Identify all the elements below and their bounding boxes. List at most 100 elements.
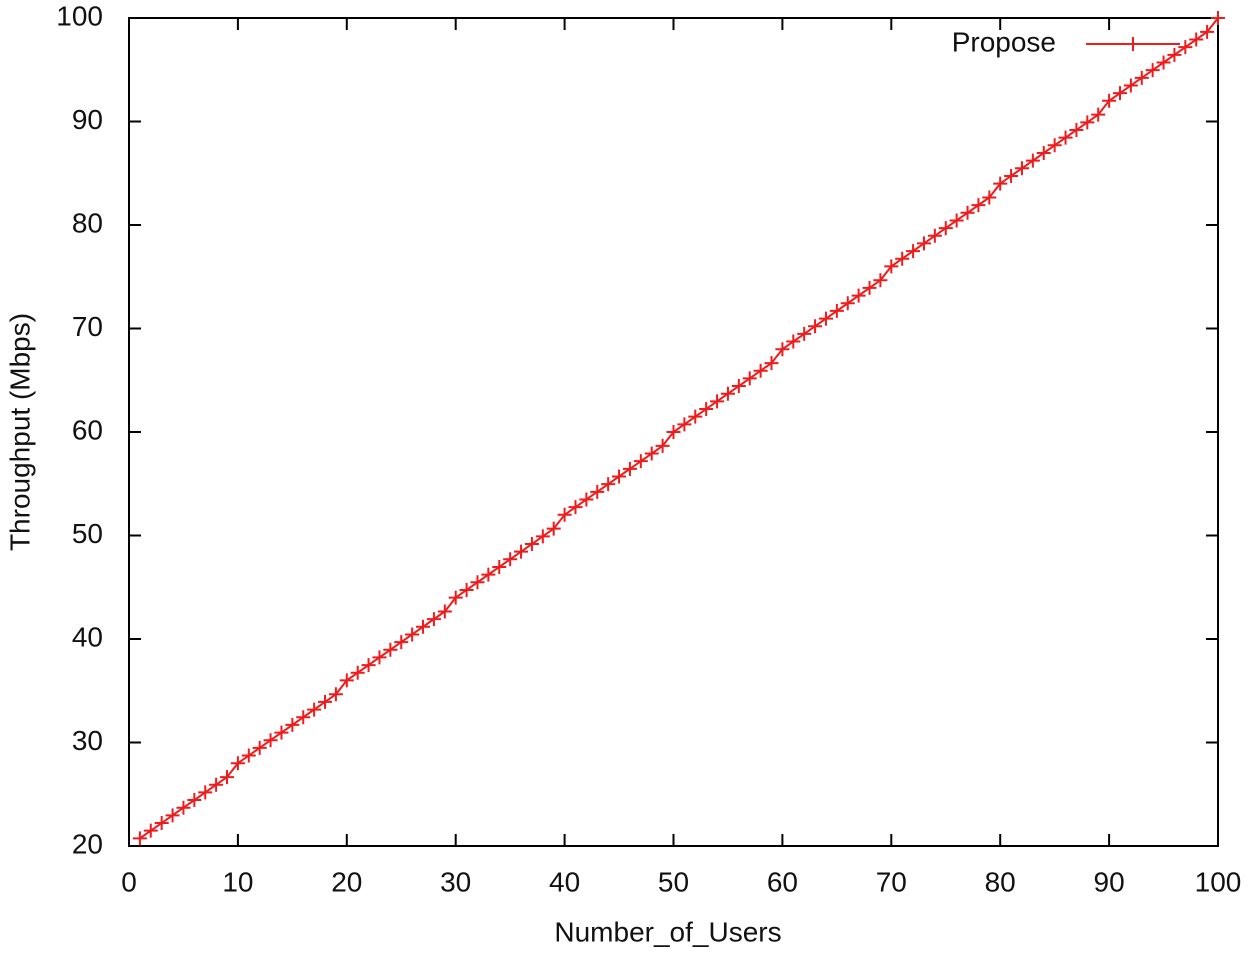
data-point	[263, 733, 278, 748]
data-point	[906, 244, 921, 259]
data-point	[1091, 107, 1106, 122]
data-point	[633, 454, 648, 469]
data-point	[808, 319, 823, 334]
x-tick-label: 0	[121, 866, 137, 897]
x-tick-label: 10	[222, 866, 253, 897]
data-point	[426, 612, 441, 627]
data-point	[916, 236, 931, 251]
x-tick-label: 40	[549, 866, 580, 897]
data-point	[296, 710, 311, 725]
data-point	[949, 213, 964, 228]
x-tick-label: 80	[985, 866, 1016, 897]
data-point	[1014, 161, 1029, 176]
data-point	[775, 342, 790, 357]
data-point	[230, 756, 245, 771]
data-point	[1156, 55, 1171, 70]
data-point	[753, 363, 768, 378]
data-point	[655, 438, 670, 453]
y-tick-label: 80	[72, 207, 103, 238]
data-point	[764, 356, 779, 371]
data-point	[884, 259, 899, 274]
data-point	[328, 687, 343, 702]
data-point	[165, 808, 180, 823]
x-axis-label: Number_of_Users	[554, 916, 781, 947]
x-tick-label: 100	[1195, 866, 1242, 897]
data-point	[176, 800, 191, 815]
data-point	[470, 575, 485, 590]
y-tick-label: 60	[72, 414, 103, 445]
data-point	[797, 326, 812, 341]
x-tick-label: 30	[440, 866, 471, 897]
data-point	[601, 477, 616, 492]
y-axis-label: Throughput (Mbps)	[4, 313, 35, 551]
legend-label: Propose	[952, 26, 1056, 57]
data-point	[699, 402, 714, 417]
x-tick-label: 70	[876, 866, 907, 897]
data-point	[1200, 24, 1215, 39]
data-point	[840, 296, 855, 311]
data-point	[1178, 40, 1193, 55]
data-point	[1123, 78, 1138, 93]
y-tick-label: 70	[72, 311, 103, 342]
data-point	[938, 221, 953, 236]
data-point	[612, 469, 627, 484]
data-point	[710, 394, 725, 409]
data-point	[252, 740, 267, 755]
data-point	[818, 311, 833, 326]
data-point	[154, 816, 169, 831]
data-point	[524, 536, 539, 551]
data-point	[394, 635, 409, 650]
data-point	[1134, 70, 1149, 85]
data-point	[829, 303, 844, 318]
data-point	[688, 409, 703, 424]
series-line	[139, 17, 1219, 840]
data-point	[677, 417, 692, 432]
data-point	[993, 176, 1008, 191]
data-point	[1058, 130, 1073, 145]
y-tick-label: 40	[72, 621, 103, 652]
data-point	[274, 725, 289, 740]
data-point	[731, 379, 746, 394]
data-point	[895, 251, 910, 266]
data-point	[862, 280, 877, 295]
data-point	[350, 665, 365, 680]
data-point	[285, 717, 300, 732]
data-point	[568, 500, 583, 515]
data-point	[557, 507, 572, 522]
y-tick-label: 100	[56, 0, 103, 31]
y-tick-label: 30	[72, 725, 103, 756]
data-point	[535, 529, 550, 544]
data-point	[1047, 138, 1062, 153]
data-point	[503, 552, 518, 567]
data-point	[1112, 86, 1127, 101]
data-point	[448, 590, 463, 605]
data-point	[742, 371, 757, 386]
data-point	[492, 559, 507, 574]
data-point	[198, 785, 213, 800]
data-point	[383, 642, 398, 657]
data-point	[590, 484, 605, 499]
y-tick-label: 90	[72, 104, 103, 135]
data-point	[318, 694, 333, 709]
data-point	[1036, 145, 1051, 160]
data-point	[307, 702, 322, 717]
data-point	[405, 627, 420, 642]
data-point	[579, 492, 594, 507]
data-point	[459, 582, 474, 597]
data-point	[1080, 115, 1095, 130]
x-tick-label: 50	[658, 866, 689, 897]
data-point	[132, 831, 147, 846]
x-tick-label: 90	[1094, 866, 1125, 897]
data-point	[1211, 11, 1225, 25]
data-point	[143, 823, 158, 838]
data-point	[1145, 63, 1160, 78]
data-point	[971, 198, 986, 213]
data-point	[720, 386, 735, 401]
legend-marker	[1126, 37, 1140, 51]
x-tick-label: 20	[331, 866, 362, 897]
data-point	[644, 446, 659, 461]
x-tick-label: 60	[767, 866, 798, 897]
data-point	[241, 748, 256, 763]
data-point	[339, 673, 354, 688]
